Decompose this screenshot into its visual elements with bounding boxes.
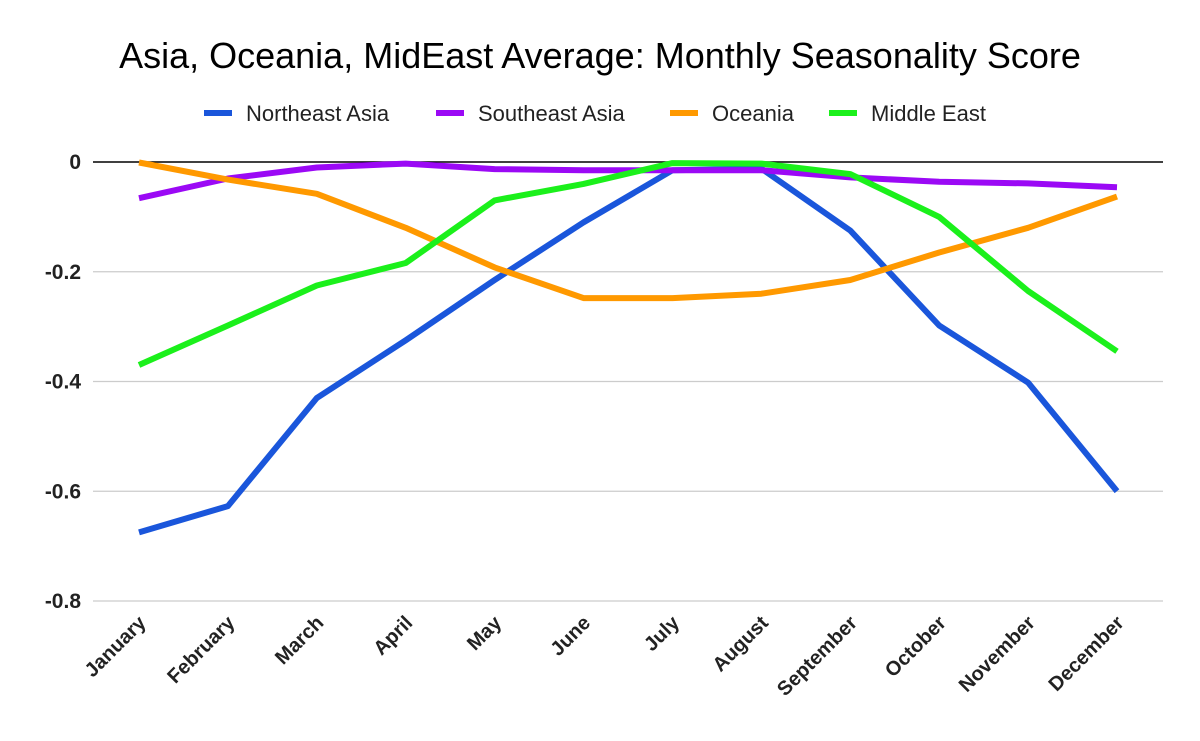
series-line-southeast-asia (138, 160, 1118, 202)
x-tick-label: October (881, 612, 951, 682)
series-line-middle-east (137, 160, 1119, 368)
x-axis: January February March April May June July Augu… (81, 611, 1129, 700)
plot-area (137, 159, 1120, 536)
x-tick-label: February (163, 611, 240, 688)
legend: Northeast Asia Southeast Asia Oceania Middl… (204, 101, 986, 126)
series-line-oceania (138, 159, 1118, 302)
legend-label: Southeast Asia (478, 101, 626, 126)
x-tick-label: June (547, 612, 596, 661)
x-tick-label: March (271, 612, 328, 669)
x-tick-label: September (773, 612, 862, 701)
x-tick-label: August (709, 612, 774, 677)
chart-title: Asia, Oceania, MidEast Average: Monthly … (119, 35, 1081, 76)
y-axis: 0 -0.2 -0.4 -0.6 -0.8 (45, 151, 82, 613)
x-tick-label: January (81, 611, 151, 681)
y-tick-label: -0.4 (45, 371, 82, 394)
x-tick-label: April (369, 612, 417, 660)
legend-label: Oceania (712, 101, 795, 126)
y-tick-label: -0.8 (45, 590, 82, 613)
y-tick-label: -0.6 (45, 480, 81, 503)
x-tick-label: November (955, 612, 1040, 697)
series-line-northeast-asia (138, 165, 1120, 536)
legend-label: Middle East (871, 101, 986, 126)
y-tick-label: 0 (69, 151, 81, 174)
gridlines (93, 161, 1163, 602)
x-tick-label: May (463, 611, 507, 655)
x-tick-label: December (1045, 612, 1129, 696)
x-tick-label: July (640, 611, 684, 655)
y-tick-label: -0.2 (45, 261, 81, 284)
legend-label: Northeast Asia (246, 101, 390, 126)
